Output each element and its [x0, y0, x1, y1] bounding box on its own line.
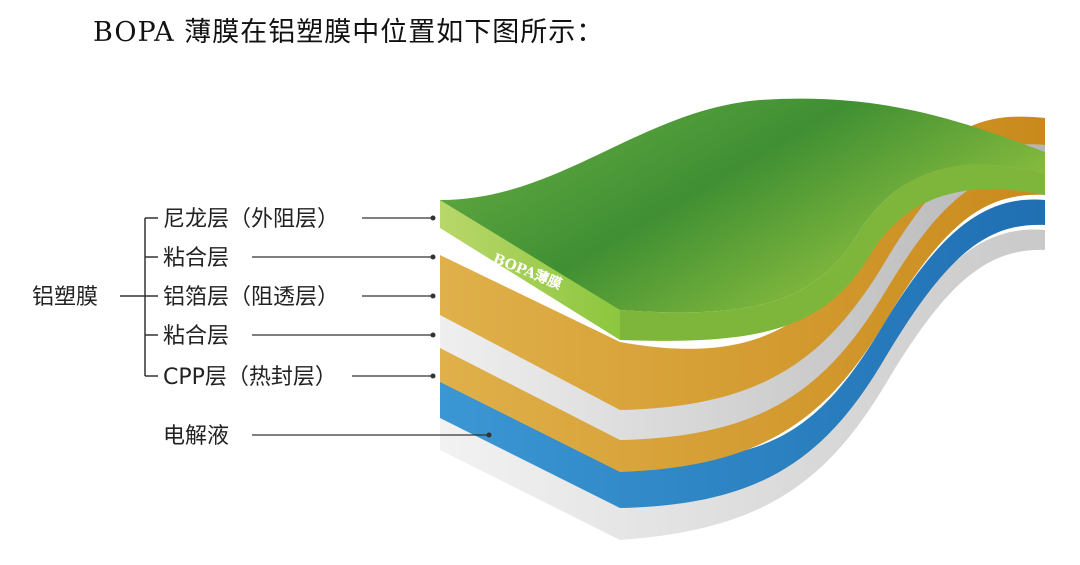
- layer-label-nylon: 尼龙层（外阻层）: [163, 207, 436, 232]
- label-nylon: 尼龙层（外阻层）: [163, 207, 339, 232]
- page-heading: BOPA 薄膜在铝塑膜中位置如下图所示：: [93, 17, 605, 48]
- layer-label-adhesive-1: 粘合层: [163, 246, 436, 271]
- label-cpp: CPP层（热封层）: [163, 365, 337, 390]
- group-bracket: [120, 217, 158, 377]
- layer-label-adhesive-2: 粘合层: [163, 324, 436, 349]
- layer-label-cpp: CPP层（热封层）: [163, 365, 436, 390]
- layer-nylon-bopa: BOPA薄膜: [440, 98, 1045, 341]
- layer-electrolyte: [440, 229, 1045, 540]
- layer-adhesive-upper: [440, 116, 1045, 411]
- label-aluminum: 铝箔层（阻透层）: [163, 285, 339, 310]
- label-adhesive-1: 粘合层: [163, 246, 229, 271]
- layer-label-aluminum: 铝箔层（阻透层）: [163, 285, 436, 310]
- label-adhesive-2: 粘合层: [163, 324, 229, 349]
- layer-label-electrolyte: 电解液: [163, 424, 492, 449]
- label-electrolyte: 电解液: [163, 424, 229, 449]
- layer-adhesive-lower: [440, 169, 1045, 472]
- layer-cpp: [440, 199, 1045, 508]
- group-label-aluminum-plastic-film: 铝塑膜: [32, 285, 98, 310]
